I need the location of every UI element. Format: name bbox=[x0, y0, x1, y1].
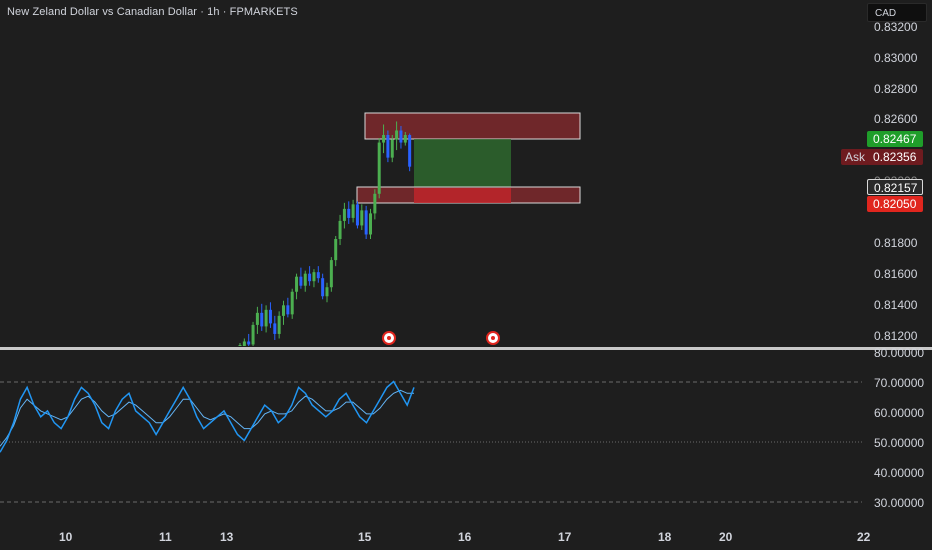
time-axis-label: 20 bbox=[719, 530, 733, 544]
candlestick-series bbox=[238, 121, 412, 346]
candle-body bbox=[377, 142, 381, 194]
candle-body bbox=[251, 324, 255, 345]
candle-body bbox=[295, 276, 299, 292]
candle-body bbox=[382, 135, 386, 143]
candle-body bbox=[338, 220, 342, 240]
rsi-axis-label: 60.00000 bbox=[874, 406, 925, 420]
time-axis-label: 11 bbox=[159, 530, 172, 544]
candle-body bbox=[242, 341, 246, 346]
ask-label: Ask bbox=[841, 149, 870, 165]
candle-body bbox=[386, 135, 390, 158]
currency-selector[interactable]: CAD bbox=[867, 3, 927, 22]
candle-body bbox=[390, 139, 394, 158]
pane-divider[interactable] bbox=[0, 347, 932, 350]
candle-body bbox=[399, 130, 403, 143]
rsi-axis-label: 80.00000 bbox=[874, 346, 925, 360]
event-marker-1 bbox=[382, 331, 396, 345]
time-axis-label: 10 bbox=[59, 530, 73, 544]
rsi-line bbox=[0, 380, 415, 453]
price-axis-label: 0.81400 bbox=[874, 298, 918, 312]
candle-body bbox=[299, 276, 303, 286]
rsi-axis-label: 40.00000 bbox=[874, 466, 925, 480]
rsi-axis-label: 30.00000 bbox=[874, 496, 925, 510]
candle-body bbox=[312, 272, 316, 282]
candle-body bbox=[316, 272, 320, 279]
candle-body bbox=[342, 208, 346, 221]
candle-body bbox=[364, 210, 368, 235]
candle-body bbox=[264, 309, 268, 327]
candle-body bbox=[286, 305, 290, 315]
stop-loss-zone bbox=[414, 188, 511, 203]
candle-body bbox=[321, 278, 325, 297]
price-axis-label: 0.83200 bbox=[874, 20, 918, 34]
candle-body bbox=[403, 135, 407, 143]
price-axis-label: 0.81600 bbox=[874, 267, 918, 281]
time-axis-label: 15 bbox=[358, 530, 372, 544]
price-axis-label: 0.83000 bbox=[874, 51, 918, 65]
time-axis-label: 17 bbox=[558, 530, 572, 544]
chart-title: New Zeland Dollar vs Canadian Dollar · 1… bbox=[7, 6, 298, 18]
entry-price-tag: 0.82157 bbox=[867, 179, 923, 195]
price-axis-label: 0.81200 bbox=[874, 329, 918, 343]
time-axis-label: 18 bbox=[658, 530, 672, 544]
candle-body bbox=[303, 273, 307, 286]
candle-body bbox=[355, 204, 359, 226]
candle-body bbox=[325, 287, 329, 297]
candle-body bbox=[255, 312, 259, 325]
candle-body bbox=[238, 345, 242, 346]
candle-body bbox=[273, 323, 277, 334]
rsi-axis-label: 70.00000 bbox=[874, 376, 925, 390]
candle-body bbox=[290, 291, 294, 315]
time-axis-label: 13 bbox=[220, 530, 234, 544]
ask-price-tag: 0.82356 bbox=[867, 149, 923, 165]
price-axis-label: 0.82800 bbox=[874, 82, 918, 96]
candle-body bbox=[268, 309, 272, 324]
candle-body bbox=[329, 260, 333, 288]
price-axis-label: 0.81800 bbox=[874, 236, 918, 250]
candle-body bbox=[395, 130, 399, 140]
candle-body bbox=[247, 341, 251, 345]
candle-body bbox=[334, 239, 338, 261]
candle-body bbox=[408, 135, 412, 167]
time-axis-label: 22 bbox=[857, 530, 871, 544]
candle-body bbox=[369, 213, 372, 235]
candle-body bbox=[260, 312, 264, 327]
time-axis[interactable] bbox=[0, 524, 932, 550]
candle-body bbox=[351, 204, 355, 218]
candle-body bbox=[360, 210, 364, 226]
price-axis-label: 0.82600 bbox=[874, 112, 918, 126]
rsi-signal-line bbox=[0, 389, 414, 447]
candle-body bbox=[308, 273, 312, 282]
event-marker-2 bbox=[486, 331, 500, 345]
candle-body bbox=[282, 305, 285, 316]
time-axis-label: 16 bbox=[458, 530, 472, 544]
candle-body bbox=[277, 315, 281, 334]
candle-body bbox=[347, 208, 351, 218]
stop-loss-price-tag: 0.82050 bbox=[867, 196, 923, 212]
candle-body bbox=[373, 193, 377, 214]
rsi-axis-label: 50.00000 bbox=[874, 436, 925, 450]
take-profit-price-tag: 0.82467 bbox=[867, 131, 923, 147]
profit-zone bbox=[414, 139, 511, 187]
